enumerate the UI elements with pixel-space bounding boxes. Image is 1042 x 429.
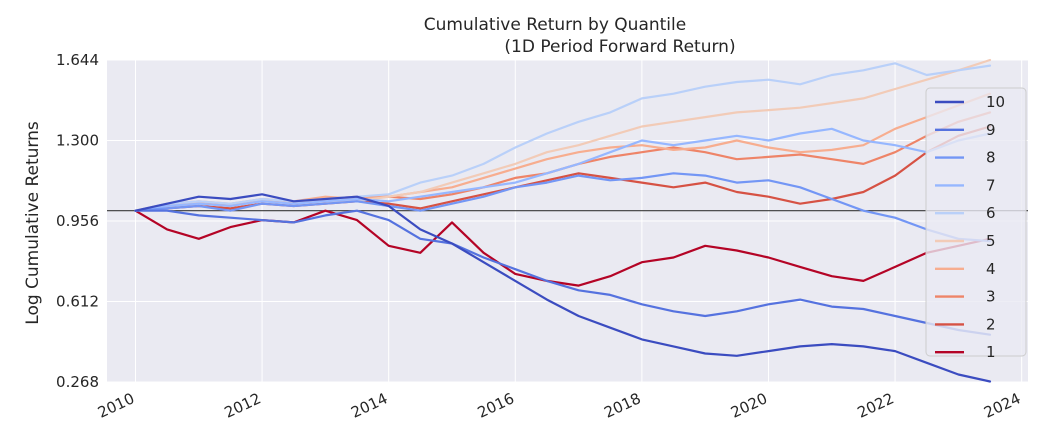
legend: 10 9 8 7 6 5 4 3 2 1 <box>925 87 1027 361</box>
legend-label-6: 6 <box>986 204 996 222</box>
x-tick-label: 2016 <box>475 389 517 421</box>
y-tick-label: 0.612 <box>56 293 99 311</box>
y-tick-label: 1.644 <box>56 51 99 69</box>
x-tick-label: 2014 <box>348 389 390 421</box>
chart-subtitle: (1D Period Forward Return) <box>504 37 735 57</box>
y-axis-label: Log Cumulative Returns <box>23 121 43 325</box>
y-tick-label: 0.956 <box>56 212 99 230</box>
series-line-10 <box>134 193 992 383</box>
series-line-8 <box>134 172 992 243</box>
x-tick-label: 2020 <box>728 389 770 421</box>
legend-label-9: 9 <box>986 121 996 139</box>
x-tick-label: 2024 <box>981 389 1023 421</box>
y-tick-label: 1.300 <box>56 132 99 150</box>
legend-label-3: 3 <box>986 288 996 306</box>
series-line-6 <box>134 62 992 212</box>
x-tick-label: 2012 <box>222 389 264 421</box>
chart-title: Cumulative Return by Quantile <box>424 15 686 35</box>
x-ticks: 2010 2012 2014 2016 2018 2020 2022 2024 <box>95 389 1023 421</box>
series-lines <box>134 58 992 383</box>
y-tick-label: 0.268 <box>56 373 99 391</box>
x-tick-label: 2022 <box>855 389 897 421</box>
legend-label-8: 8 <box>986 149 996 167</box>
legend-label-2: 2 <box>986 315 996 333</box>
legend-label-4: 4 <box>986 260 996 278</box>
legend-label-5: 5 <box>986 232 996 250</box>
x-tick-label: 2018 <box>601 389 643 421</box>
x-tick-label: 2010 <box>95 389 137 421</box>
y-ticks: 0.268 0.612 0.956 1.300 1.644 <box>56 51 99 391</box>
legend-label-7: 7 <box>986 176 996 194</box>
series-line-7 <box>134 127 992 212</box>
legend-box <box>925 87 1027 357</box>
legend-label-1: 1 <box>986 343 996 361</box>
legend-label-10: 10 <box>986 93 1005 111</box>
series-line-9 <box>134 209 992 336</box>
